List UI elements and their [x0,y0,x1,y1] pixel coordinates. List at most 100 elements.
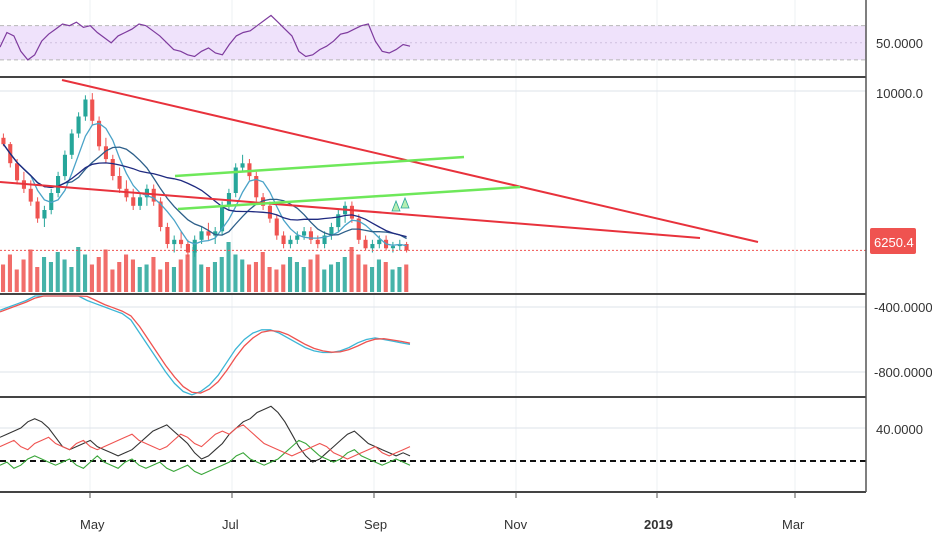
volume-bar [144,264,149,292]
volume-bar [185,254,190,292]
volume-bar [404,264,409,292]
volume-bar [124,254,129,292]
volume-bar [7,254,12,292]
candle-body [404,244,409,251]
candle-body [15,163,20,181]
indicator-lines [0,14,866,476]
last-price-tag-bg [870,228,916,254]
last-price-tag-label: 6250.4 [874,235,914,250]
volume-bar [28,249,33,292]
volume-bar [329,264,334,292]
trendlines[interactable] [0,79,866,251]
volume-bar [55,252,60,292]
candle-body [267,205,272,219]
indicator-bands [0,25,866,61]
volume-bar [363,264,368,292]
volume-bar [356,254,361,292]
volume-bar [206,267,211,292]
volume-bar [322,269,327,292]
volume-bar [267,267,272,292]
candle-body [329,227,334,236]
channel-lower-line [177,185,521,211]
ma-mid-line [2,143,407,240]
candle-body [254,176,259,198]
volume-bar [390,269,395,292]
candle-body [295,235,300,240]
candle-body [349,205,354,219]
volume-bar [383,262,388,292]
volume-bar [294,262,299,292]
candle-body [233,167,238,193]
candle-body [69,133,74,155]
candle-body [220,205,225,232]
ma-slow-line [2,143,407,238]
macd-signal-line [0,295,411,394]
volume-bar [171,267,176,292]
volume-bar [260,252,265,292]
volume-bar [253,262,258,292]
candle-body [28,188,33,202]
volume-bar [110,269,115,292]
candle-body [83,99,88,117]
candle-body [240,163,245,168]
rsi-line [0,14,411,61]
candle-body [363,239,368,249]
dmi-tick-label: 40.0000 [876,422,923,437]
candle-body [90,99,95,121]
macd-line [0,295,411,396]
candle-body [62,154,67,177]
moving-averages [2,122,407,247]
candle-body [261,197,266,206]
volume-bar [288,257,293,292]
volume-bar [21,259,26,292]
candle-body [213,231,218,236]
candle-body [185,244,190,253]
candle-body [192,239,197,253]
volume-bar [315,254,320,292]
volume-bar [62,259,67,292]
candle-body [172,239,177,245]
candle-body [274,218,279,236]
volume-bar [178,259,183,292]
volume-bar [199,264,204,292]
x-axis-label-2019: 2019 [644,517,673,532]
macd-tick-label-2: -800.0000 [874,365,932,380]
volume-bar [370,267,375,292]
volume-bars [1,242,409,292]
volume-bar [35,267,40,292]
volume-bar [83,254,88,292]
macd-tick-label-1: -400.0000 [874,300,932,315]
buy-signal-marker [391,199,401,212]
candle-body [336,214,341,228]
candle-body [1,137,6,145]
candle-body [288,239,293,245]
candle-body [49,193,54,210]
volume-bar [226,242,231,292]
volume-bar [137,267,142,292]
candle-body [247,163,252,177]
candle-body [281,235,286,244]
volume-bar [212,262,217,292]
candle-body [56,176,61,193]
candle-body [179,239,184,245]
candle-body [117,176,122,189]
ma-fast-line [2,122,407,247]
volume-bar [247,264,252,292]
di-plus-line [0,439,411,476]
candle-body [199,231,204,240]
volume-bar [240,259,245,292]
volume-bar [69,267,74,292]
volume-bar [308,259,313,292]
price-tick-label: 10000.0 [876,86,923,101]
panel-frames [0,0,867,498]
volume-bar [42,257,47,292]
candle-body [206,231,211,236]
candle-body [390,246,395,249]
x-axis-label-nov: Nov [504,517,528,532]
x-axis-label-jul: Jul [222,517,239,532]
candle-body [76,116,81,134]
volume-bar [397,267,402,292]
candle-body [165,227,170,244]
volume-bar [349,247,354,292]
